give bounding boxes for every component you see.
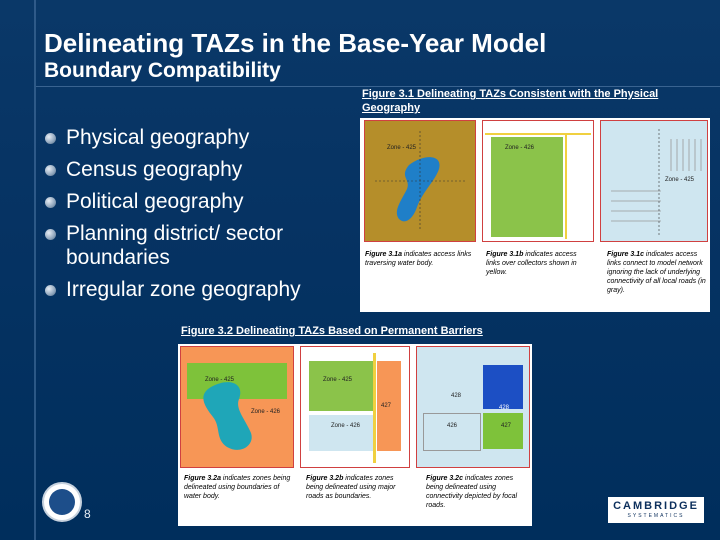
- zone-label: Zone - 425: [665, 177, 695, 183]
- zone-label: Zone - 426: [331, 423, 361, 429]
- figure-3-1c-caption: Figure 3.1c indicates access links conne…: [607, 251, 706, 294]
- land-block: [491, 137, 563, 237]
- bullet-text: Census geography: [66, 158, 243, 181]
- local-roads-icon: [611, 129, 702, 235]
- figure-3-1b-caption: Figure 3.1b indicates access links over …: [486, 251, 577, 276]
- land-block: [483, 365, 523, 409]
- zone-label: 428: [451, 393, 462, 399]
- page-number: 8: [84, 507, 91, 521]
- zone-label: Zone - 426: [505, 145, 535, 151]
- water-body-icon: [375, 131, 465, 231]
- left-accent-line: [34, 0, 36, 540]
- bullet-item: Political geography: [44, 190, 344, 214]
- zone-label: 427: [381, 403, 392, 409]
- land-block: [377, 361, 401, 451]
- bullet-icon: [45, 229, 56, 240]
- collector-road: [565, 135, 567, 239]
- bullet-text: Political geography: [66, 190, 244, 213]
- map-3-2a: Zone - 425 Zone - 426: [180, 346, 294, 468]
- map-3-1a: Zone - 425: [364, 120, 476, 242]
- map-3-1c: Zone - 425: [600, 120, 708, 242]
- figure-3-1-panel: Zone - 425 Zone - 426 Zone - 425 Figure …: [360, 118, 710, 312]
- water-body-icon: [203, 382, 252, 450]
- land-block: [483, 413, 523, 449]
- zone-label: 428: [499, 405, 510, 411]
- land-block: [423, 413, 481, 451]
- map-3-2b: Zone - 425 427 Zone - 426: [300, 346, 410, 468]
- bullet-icon: [45, 165, 56, 176]
- bullet-text: Irregular zone geography: [66, 278, 301, 301]
- major-road: [373, 353, 376, 463]
- bullet-item: Physical geography: [44, 126, 344, 150]
- figure-3-1-caption: Figure 3.1 Delineating TAZs Consistent w…: [362, 88, 659, 114]
- slide-title: Delineating TAZs in the Base-Year Model: [44, 28, 547, 58]
- bullet-item: Irregular zone geography: [44, 278, 344, 302]
- figure-3-2-caption: Figure 3.2 Delineating TAZs Based on Per…: [181, 325, 483, 337]
- land-block: [309, 415, 373, 451]
- bullet-icon: [45, 133, 56, 144]
- bullet-item: Planning district/ sector boundaries: [44, 222, 344, 270]
- slide-subtitle: Boundary Compatibility: [44, 59, 281, 82]
- bullet-text: Physical geography: [66, 126, 250, 149]
- bullet-text: Planning district/ sector boundaries: [66, 222, 284, 269]
- figure-3-1a-caption: Figure 3.1a indicates access links trave…: [365, 251, 472, 267]
- zone-label: 427: [501, 423, 512, 429]
- logo-main-text: CAMBRIDGE: [613, 500, 699, 512]
- zone-label: Zone - 425: [323, 377, 353, 383]
- title-divider: [36, 86, 720, 87]
- figure-3-2-panel: Zone - 425 Zone - 426 Zone - 425 427 Zon…: [178, 344, 532, 526]
- bullet-item: Census geography: [44, 158, 344, 182]
- bullet-list: Physical geography Census geography Poli…: [44, 126, 344, 310]
- zone-label: Zone - 426: [251, 409, 281, 415]
- map-3-1b: Zone - 426: [482, 120, 594, 242]
- figure-3-2a-caption: Figure 3.2a indicates zones being deline…: [184, 475, 291, 500]
- zone-label: 426: [447, 423, 458, 429]
- land-block: [309, 361, 373, 411]
- map-3-2c: 428 428 426 427: [416, 346, 530, 468]
- zone-label: Zone - 425: [387, 145, 417, 151]
- bullet-icon: [45, 285, 56, 296]
- bullet-icon: [45, 197, 56, 208]
- collector-road: [485, 133, 591, 135]
- zone-label: Zone - 425: [205, 377, 235, 383]
- figure-3-2c-caption: Figure 3.2c indicates zones being deline…: [426, 475, 518, 509]
- figure-3-2b-caption: Figure 3.2b indicates zones being deline…: [306, 475, 396, 500]
- logo-sub-text: SYSTEMATICS: [627, 513, 685, 519]
- cambridge-logo: CAMBRIDGE SYSTEMATICS: [608, 497, 704, 523]
- fdot-seal-icon: [42, 482, 82, 522]
